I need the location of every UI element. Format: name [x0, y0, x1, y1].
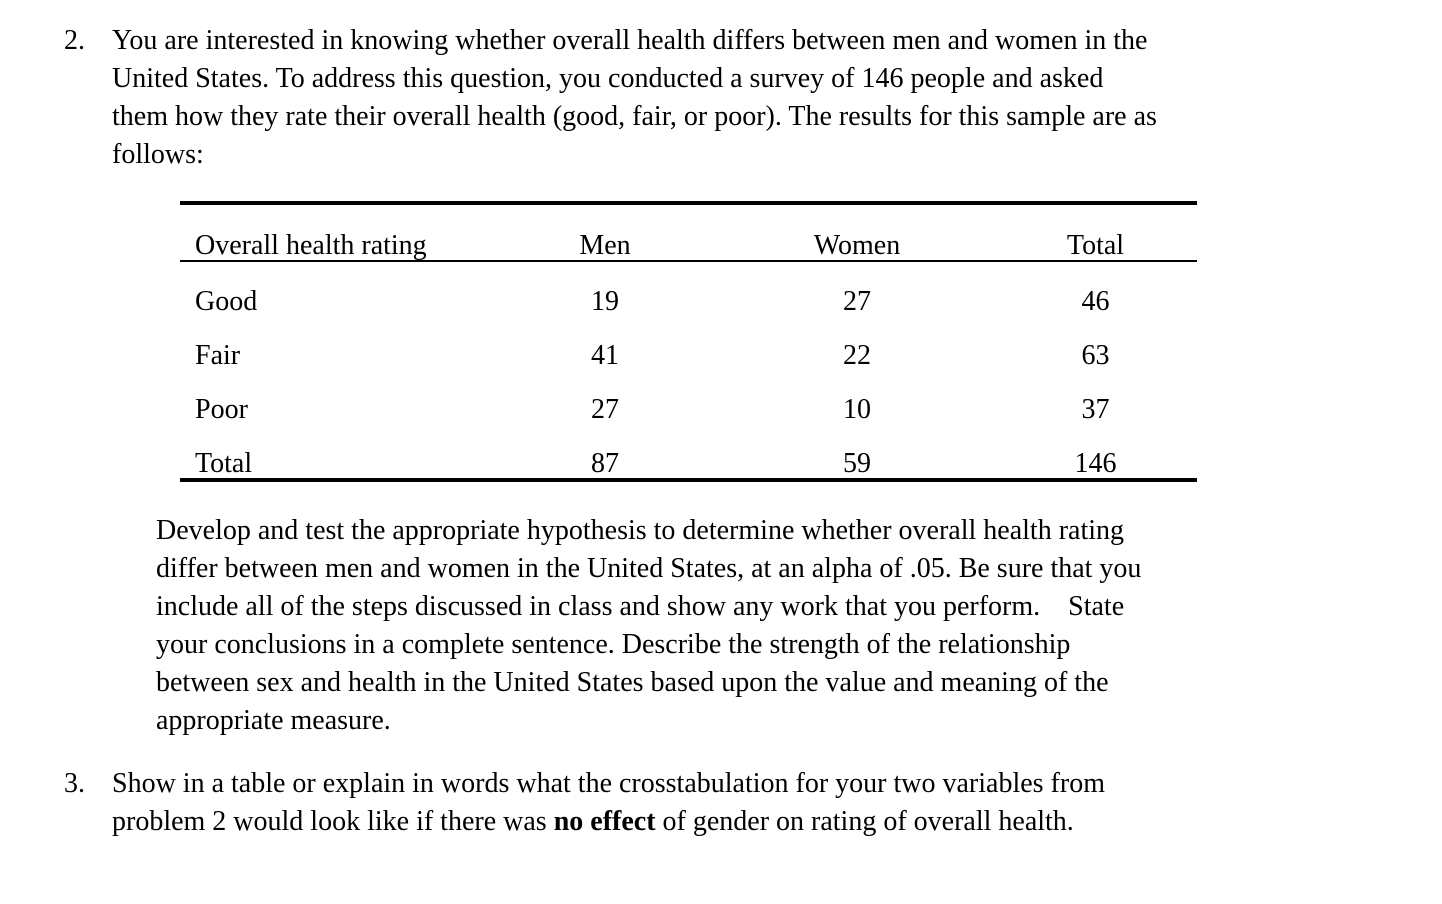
cell-total: 37: [1081, 394, 1110, 425]
cell-rating: Fair: [195, 340, 241, 371]
cell-rating: Total: [195, 448, 253, 479]
cell-women: 22: [843, 340, 871, 371]
table-row-total: Total 87 59 146: [180, 424, 1197, 480]
cell-rating: Good: [195, 286, 258, 317]
problem3-text-start: Show in a table or explain in words what…: [112, 768, 1105, 837]
problem3-number: 3.: [64, 768, 85, 799]
cell-men: 19: [591, 286, 619, 317]
header-women: Women: [720, 203, 994, 262]
header-overall-health-rating: Overall health rating: [180, 203, 490, 262]
cell-women: 59: [843, 448, 871, 479]
table-header-row: Overall health rating Men Women Total: [180, 203, 1197, 262]
table-row-poor: Poor 27 10 37: [180, 370, 1197, 424]
cell-men: 41: [591, 340, 619, 371]
problem3-paragraph: Show in a table or explain in words what…: [112, 765, 1105, 841]
cell-total: 46: [1081, 286, 1110, 317]
cell-men: 27: [591, 394, 619, 425]
health-survey-table: Overall health rating Men Women Total Go…: [180, 201, 1197, 482]
header-total: Total: [994, 203, 1197, 262]
problem3-bold-no-effect: no effect: [553, 806, 656, 837]
cell-women: 10: [843, 394, 871, 425]
problem2-number: 2.: [64, 25, 85, 56]
problem3-text-end: of gender on rating of overall health.: [655, 806, 1074, 837]
problem2-intro-paragraph: You are interested in knowing whether ov…: [112, 25, 1157, 170]
header-men: Men: [490, 203, 720, 262]
table-row-fair: Fair 41 22 63: [180, 316, 1197, 370]
cell-men: 87: [591, 448, 619, 479]
table-row-good: Good 19 27 46: [180, 261, 1197, 316]
cell-total: 63: [1081, 340, 1110, 371]
problem2-instructions-paragraph: Develop and test the appropriate hypothe…: [156, 515, 1142, 736]
cell-total: 146: [1074, 448, 1117, 479]
cell-women: 27: [843, 286, 871, 317]
cell-rating: Poor: [195, 394, 248, 425]
